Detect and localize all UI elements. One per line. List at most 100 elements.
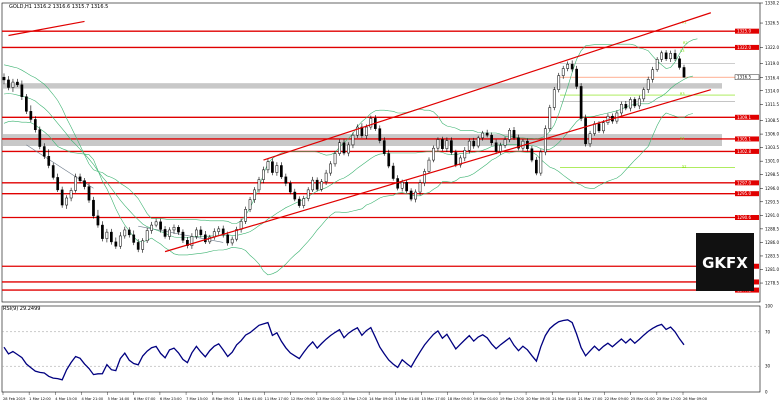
candle — [230, 236, 234, 246]
candle — [338, 139, 341, 156]
candle-body — [136, 242, 140, 250]
candle — [579, 83, 583, 122]
bollinger-middle-line — [3, 75, 693, 238]
candle-body — [579, 86, 583, 119]
level-label-text: 1325.0 — [737, 29, 751, 34]
candle-body — [177, 227, 180, 233]
candle-body — [199, 229, 203, 236]
candle — [427, 157, 431, 174]
candle-body — [11, 81, 15, 88]
candle-body — [467, 140, 471, 151]
candle-body — [458, 157, 462, 166]
candle-body — [365, 126, 368, 136]
candle-body — [275, 165, 279, 173]
candle-body — [284, 176, 288, 184]
candle — [123, 226, 127, 239]
candle-body — [405, 182, 408, 192]
candle-body — [280, 165, 283, 178]
time-tick-label: 15 Mar 01:00 — [395, 397, 420, 401]
candle-body — [159, 221, 162, 230]
candle — [150, 221, 153, 234]
candle — [530, 146, 534, 163]
price-tick-label: 1278.5 — [765, 281, 779, 286]
candle-body — [338, 142, 341, 154]
candle — [347, 142, 350, 157]
price-tick-label: 1316.4 — [765, 75, 779, 80]
time-tick-label: 4 Mar 15:00 — [55, 397, 77, 401]
candle-body — [584, 118, 587, 145]
candle — [552, 86, 556, 111]
candle-body — [637, 98, 641, 107]
candle-body — [132, 234, 136, 243]
candle-body — [195, 229, 198, 237]
time-tick-label: 21 Mar 01:00 — [552, 397, 577, 401]
candle-body — [78, 176, 82, 181]
current-price-box — [734, 74, 760, 80]
candle — [678, 56, 681, 70]
candle — [275, 162, 279, 176]
channel-line — [164, 89, 712, 253]
candle — [391, 162, 395, 181]
candle — [132, 230, 136, 246]
candle — [69, 187, 73, 202]
candle-body — [208, 236, 212, 243]
candle — [508, 128, 511, 143]
candle — [628, 97, 632, 112]
price-tick-label: 1314.0 — [765, 88, 779, 93]
candle — [481, 130, 485, 141]
candle-body — [678, 58, 681, 68]
candle — [369, 115, 373, 130]
time-tick-label: 20 Mar 09:00 — [526, 397, 551, 401]
level-label-text: 1309.1 — [737, 115, 751, 120]
candle-body — [543, 128, 547, 153]
watermark-logo: GKFX — [702, 254, 748, 272]
candle — [315, 177, 319, 192]
time-tick-label: 6 Mar 07:00 — [134, 397, 156, 401]
candle-body — [105, 231, 109, 239]
candle — [476, 135, 480, 149]
candle — [557, 72, 561, 93]
candle-body — [391, 165, 395, 179]
candle-body — [217, 228, 221, 232]
candle — [494, 139, 498, 155]
candle — [145, 227, 149, 243]
level-label-text: 1295.0 — [737, 191, 751, 196]
time-tick-label: 25 Mar 01:00 — [631, 397, 656, 401]
candle-body — [382, 140, 386, 154]
watermark-box — [696, 233, 754, 291]
candle — [154, 218, 158, 228]
candle-body — [257, 179, 261, 191]
pivot-tag: S1 — [680, 137, 684, 141]
level-label-box — [735, 136, 759, 142]
candle — [186, 237, 189, 249]
candle-body — [266, 161, 270, 171]
candle-body — [25, 96, 28, 112]
candle-body — [450, 140, 453, 153]
candle — [47, 149, 51, 169]
time-tick-label: 13 Mar 01:00 — [317, 397, 342, 401]
time-tick-label: 28 Feb 2019 — [3, 397, 26, 401]
candle — [257, 176, 261, 193]
candle-body — [441, 139, 444, 149]
candle — [450, 137, 453, 155]
candle-body — [230, 238, 234, 244]
price-tick-label: 1286.0 — [765, 240, 779, 245]
channel-line — [8, 20, 85, 37]
candle — [485, 129, 489, 138]
candle — [33, 116, 37, 133]
candle — [253, 187, 256, 203]
candle-body — [87, 186, 91, 201]
time-tick-label: 13 Mar 17:00 — [343, 397, 368, 401]
time-tick-label: 19 Mar 17:00 — [500, 397, 525, 401]
pivot-tag: S3 — [680, 49, 684, 53]
candle-body — [154, 221, 158, 226]
candle — [329, 161, 332, 176]
price-tick-label: 1326.5 — [765, 21, 779, 26]
candle-body — [351, 134, 355, 146]
rsi-panel[interactable]: 100 70 30 0 — [1, 304, 773, 395]
price-panel[interactable]: R1 R2 R3 S1 S2 S3 — [1, 2, 761, 303]
candle-body — [329, 163, 332, 174]
candle — [490, 132, 493, 146]
